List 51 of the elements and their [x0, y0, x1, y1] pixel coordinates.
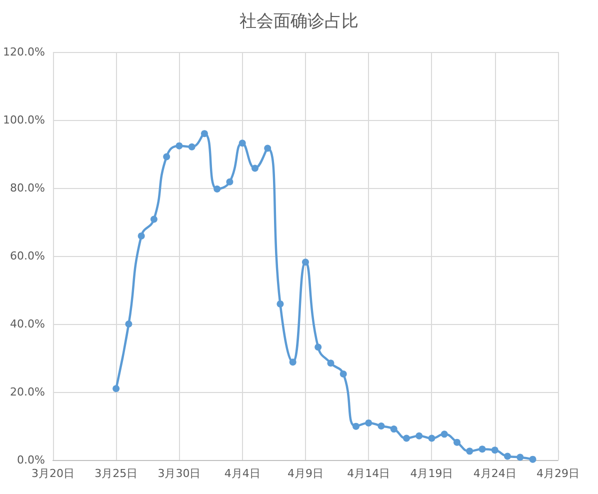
y-tick-label: 20.0% [10, 386, 45, 398]
point [163, 153, 170, 160]
point [466, 448, 474, 455]
point [264, 144, 272, 152]
x-tick-label: 4月19日 [410, 467, 454, 480]
point [251, 164, 258, 172]
point [390, 426, 398, 433]
point [352, 422, 360, 430]
point [238, 140, 246, 147]
x-tick-label: 3月30日 [158, 467, 201, 480]
point [276, 300, 284, 308]
point [200, 130, 208, 138]
point [340, 370, 347, 378]
point [365, 419, 372, 426]
point [302, 258, 309, 266]
y-tick-label: 60.0% [10, 250, 45, 262]
point [491, 446, 498, 454]
y-tick-label: 120.0% [2, 46, 45, 58]
point [314, 344, 322, 351]
point [214, 186, 221, 193]
point [529, 456, 536, 463]
x-tick-label: 3月25日 [94, 467, 138, 480]
point [516, 454, 524, 461]
x-tick-label: 4月14日 [347, 467, 390, 480]
x-tick-label: 4月9日 [287, 467, 324, 480]
point [504, 452, 511, 460]
y-tick-label: 100.0% [2, 114, 45, 126]
point [416, 432, 423, 440]
y-tick-label: 0.0% [16, 454, 45, 466]
point [478, 446, 486, 453]
point [440, 430, 448, 438]
point [112, 385, 120, 392]
x-tick-label: 4月24日 [473, 467, 516, 480]
point [327, 360, 334, 367]
point [402, 434, 410, 442]
y-tick-label: 80.0% [10, 182, 45, 194]
point [150, 216, 158, 223]
point [125, 320, 132, 328]
y-tick-label: 40.0% [10, 318, 45, 330]
x-tick-label: 4月29日 [536, 467, 580, 480]
point [289, 358, 296, 366]
point [138, 232, 145, 240]
point [453, 438, 460, 446]
point [176, 142, 183, 150]
point [226, 178, 234, 186]
point [428, 434, 436, 442]
point [188, 143, 196, 150]
chart-title: 社会面确诊占比 [240, 12, 358, 32]
x-tick-label: 3月20日 [31, 467, 74, 480]
x-tick-label: 4月4日 [224, 467, 260, 480]
point [378, 422, 385, 430]
